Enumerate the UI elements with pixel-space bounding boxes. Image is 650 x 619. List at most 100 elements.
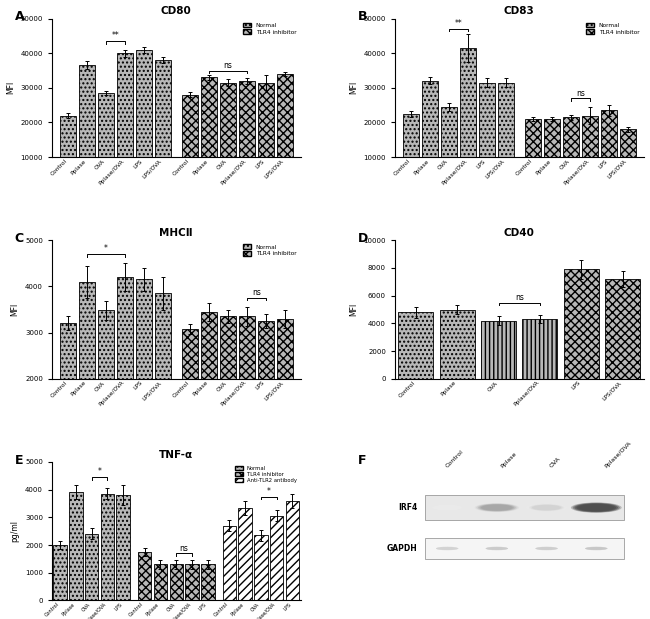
Bar <box>441 107 457 192</box>
Bar <box>136 280 151 471</box>
Ellipse shape <box>528 504 566 511</box>
Bar <box>440 310 474 379</box>
Bar <box>60 116 76 192</box>
Bar <box>239 316 255 471</box>
Bar <box>201 565 214 600</box>
Text: C: C <box>15 232 24 245</box>
Text: *: * <box>104 245 108 253</box>
Bar <box>563 117 578 192</box>
Ellipse shape <box>571 503 621 513</box>
Text: ns: ns <box>179 543 188 553</box>
Ellipse shape <box>529 504 564 511</box>
Y-axis label: MFI: MFI <box>349 303 358 316</box>
Bar <box>422 81 438 192</box>
Ellipse shape <box>585 547 608 550</box>
Bar <box>605 279 640 379</box>
Bar <box>155 293 170 471</box>
Bar <box>525 119 541 192</box>
Ellipse shape <box>486 547 508 550</box>
Ellipse shape <box>575 503 618 512</box>
Bar <box>619 129 636 192</box>
Text: B: B <box>358 11 367 24</box>
Bar <box>257 83 274 192</box>
Bar <box>523 319 557 379</box>
Ellipse shape <box>486 547 508 550</box>
Ellipse shape <box>434 505 460 510</box>
Ellipse shape <box>577 503 616 512</box>
Legend: Normal, TLR4 inhibitor, Anti-TLR2 antibody: Normal, TLR4 inhibitor, Anti-TLR2 antibo… <box>234 464 298 484</box>
Bar <box>79 282 95 471</box>
Ellipse shape <box>536 547 558 550</box>
Ellipse shape <box>578 504 614 511</box>
Bar <box>239 81 255 192</box>
Bar <box>60 323 76 471</box>
Ellipse shape <box>585 547 608 550</box>
Text: D: D <box>358 232 368 245</box>
Ellipse shape <box>481 504 513 511</box>
Bar <box>155 60 170 192</box>
Bar <box>138 552 151 600</box>
Bar <box>270 516 283 600</box>
Bar <box>277 319 292 471</box>
Bar <box>79 66 95 192</box>
Bar <box>53 545 67 600</box>
Ellipse shape <box>436 547 458 550</box>
Text: **: ** <box>454 19 462 28</box>
Bar <box>481 321 516 379</box>
Title: CD80: CD80 <box>161 6 192 16</box>
Text: OVA: OVA <box>549 456 562 469</box>
Bar <box>460 48 476 192</box>
Text: ns: ns <box>252 288 261 297</box>
Bar <box>85 534 98 600</box>
Bar <box>101 494 114 600</box>
Ellipse shape <box>480 504 514 511</box>
Text: F: F <box>358 454 366 467</box>
Text: ns: ns <box>576 89 585 98</box>
Bar <box>98 93 114 192</box>
Bar <box>254 535 268 600</box>
Bar <box>201 312 217 471</box>
Bar <box>170 565 183 600</box>
Text: *: * <box>267 487 271 496</box>
Title: CD83: CD83 <box>504 6 534 16</box>
Ellipse shape <box>476 503 517 512</box>
Text: **: ** <box>111 32 119 40</box>
Bar <box>257 321 274 471</box>
Bar <box>478 83 495 192</box>
Bar <box>398 312 434 379</box>
Bar <box>286 501 299 600</box>
Ellipse shape <box>536 547 558 550</box>
Bar <box>277 74 292 192</box>
Bar <box>117 53 133 192</box>
Bar <box>239 508 252 600</box>
Text: ns: ns <box>224 61 232 70</box>
Title: CD40: CD40 <box>504 228 535 238</box>
Legend: Normal, TLR4 inhibitor: Normal, TLR4 inhibitor <box>242 243 298 258</box>
Bar <box>403 114 419 192</box>
Ellipse shape <box>474 503 519 512</box>
Text: Pplase/OVA: Pplase/OVA <box>604 440 632 469</box>
Ellipse shape <box>536 547 558 550</box>
Title: TNF-α: TNF-α <box>159 450 193 460</box>
Bar <box>154 565 167 600</box>
Bar <box>116 495 130 600</box>
Ellipse shape <box>585 547 608 550</box>
Y-axis label: pg/ml: pg/ml <box>10 520 20 542</box>
Bar <box>582 116 598 192</box>
Bar <box>182 95 198 192</box>
Bar <box>69 492 83 600</box>
Ellipse shape <box>436 547 458 550</box>
Ellipse shape <box>526 503 567 512</box>
Ellipse shape <box>432 504 463 511</box>
Ellipse shape <box>433 505 462 511</box>
Bar <box>601 110 617 192</box>
Ellipse shape <box>530 504 563 511</box>
Bar <box>223 526 236 600</box>
FancyBboxPatch shape <box>425 538 623 559</box>
Text: ns: ns <box>515 293 524 302</box>
Bar <box>136 50 151 192</box>
Text: E: E <box>15 454 23 467</box>
Text: IRF4: IRF4 <box>398 503 417 512</box>
Text: A: A <box>15 11 24 24</box>
Bar <box>220 83 236 192</box>
